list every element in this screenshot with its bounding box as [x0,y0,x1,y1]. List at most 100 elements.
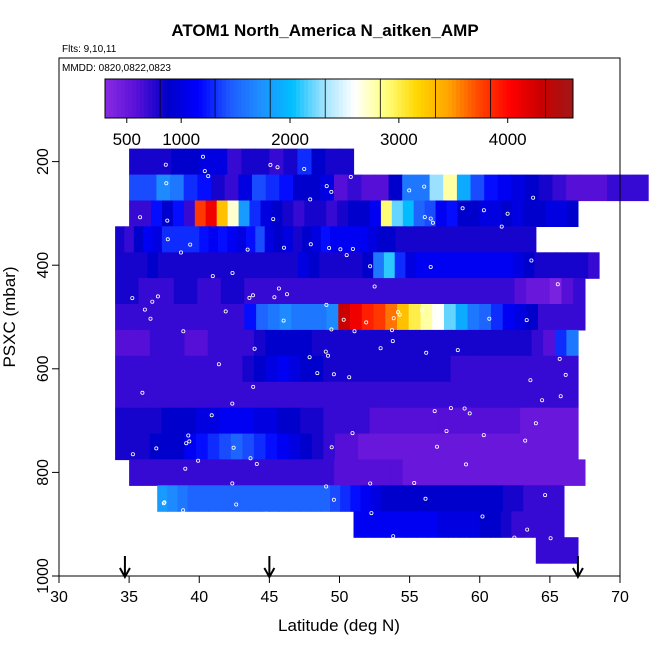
heatmap-cell [423,226,434,253]
heatmap-cell [429,174,444,202]
colorbar-segment [424,79,430,118]
heatmap-cell [538,304,551,331]
heatmap-cell [254,252,267,279]
heatmap-cell [357,459,369,486]
track-point [167,544,172,549]
heatmap-cell [543,329,556,357]
track-point [268,162,273,167]
heatmap-cell [300,433,313,461]
heatmap-cell [260,200,272,227]
track-point [329,189,334,194]
colorbar-segment [366,79,371,118]
heatmap-cell [288,433,301,461]
heatmap-cell [535,537,551,564]
track-point [284,292,289,297]
heatmap-cell [370,485,382,512]
colorbar-segment [409,79,414,118]
heatmap-cell [379,459,392,486]
heatmap-cell [269,148,284,176]
heatmap-cell [553,485,565,512]
heatmap-cell [125,252,138,279]
heatmap-cell [458,511,470,538]
track-point [252,346,257,351]
heatmap-cell [338,278,351,305]
colorbar-tick-label: 3000 [380,130,418,149]
heatmap-cell [129,459,142,486]
heatmap-cell [238,174,253,202]
heatmap-cell [300,381,313,409]
heatmap-cell [496,407,510,435]
heatmap-cell [149,355,162,383]
heatmap-cell [197,459,210,486]
heatmap-cell [302,226,313,253]
heatmap-cell [385,511,397,538]
track-point [272,295,277,300]
heatmap-cell [350,278,363,305]
heatmap-cell [566,407,579,435]
track-point [407,188,412,193]
heatmap-cell [508,355,521,383]
heatmap-cell [115,226,125,253]
heatmap-cell [485,355,498,383]
flights-label: Flts: 9,10,11 [62,44,117,55]
heatmap-cell [233,252,245,279]
heatmap-cell [508,407,521,435]
heatmap-cell [253,355,267,383]
heatmap-cell [161,381,174,409]
heatmap-cell [265,252,277,279]
heatmap-cell [520,355,533,383]
track-point [254,461,259,466]
colorbar-segment [105,79,110,118]
heatmap-cell [230,407,243,435]
heatmap-cell [138,433,151,461]
heatmap-cell [432,304,445,331]
heatmap-cell [207,381,220,409]
heatmap-cell [391,485,402,512]
heatmap-cell [161,329,174,357]
track-point [430,220,435,225]
heatmap-cell [279,278,292,305]
heatmap-cell [209,304,222,331]
heatmap-cell [124,226,135,253]
y-axis-label: PSXC (mbar) [0,266,19,367]
heatmap-cell [496,433,510,461]
heatmap-cell [346,407,359,435]
heatmap-cell [469,511,481,538]
heatmap-cell [485,407,498,435]
heatmap-cell [358,433,371,461]
heatmap-cell [325,148,341,176]
heatmap-cell [201,252,213,279]
colorbar-segment [245,79,250,118]
heatmap-cell [241,148,256,176]
heatmap-cell [395,226,406,253]
colorbar-segment [420,79,426,118]
heatmap-cell [115,355,128,383]
colorbar-segment [413,79,418,118]
heatmap-cell [561,278,574,305]
colorbar-segment [417,79,422,118]
heatmap-cell [297,252,310,279]
colorbar-segment [222,79,227,118]
colorbar-segment [459,79,465,118]
heatmap-cell [196,381,209,409]
heatmap-cell [319,252,331,279]
track-point [481,433,486,438]
colorbar-segment [175,79,180,118]
heatmap-cell [311,226,322,253]
heatmap-cell [115,329,128,357]
heatmap-cell [216,200,229,227]
colorbar-segment [144,79,149,118]
colorbar-segment [569,79,574,118]
heatmap-cell [173,355,186,383]
heatmap-cell [485,381,498,409]
heatmap-cell [369,433,382,461]
heatmap-cell [183,200,196,227]
heatmap-cell [311,407,324,435]
heatmap-cell [450,407,463,435]
heatmap-cell [381,433,394,461]
heatmap-cell [249,200,261,227]
heatmap-cell [469,252,482,279]
heatmap-cell [492,485,504,512]
track-point [234,502,239,507]
heatmap-cell [500,511,512,538]
